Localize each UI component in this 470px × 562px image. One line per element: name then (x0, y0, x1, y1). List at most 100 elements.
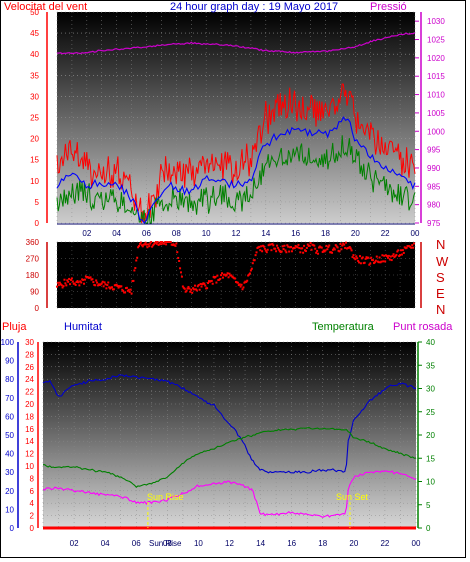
direction-point (265, 251, 268, 254)
direction-point (377, 261, 380, 264)
pressure-y-tick-label: 985 (427, 182, 441, 191)
rain-y-tick-label: 18 (25, 412, 34, 421)
direction-point (383, 254, 386, 257)
direction-point (284, 249, 287, 252)
wind-x-tick-label: 12 (232, 229, 241, 238)
direction-point (127, 288, 130, 291)
pressure-y-tick-label: 1020 (427, 54, 445, 63)
direction-point (335, 245, 338, 248)
humidity-y-tick-label: 30 (5, 468, 14, 477)
direction-point (214, 275, 217, 278)
direction-point (152, 243, 155, 246)
direction-point (361, 256, 364, 259)
rain-y-tick-label: 30 (25, 338, 34, 347)
direction-point (334, 244, 337, 247)
direction-point (243, 281, 246, 284)
direction-point (400, 253, 403, 256)
direction-point (89, 276, 92, 279)
direction-point (393, 256, 396, 259)
direction-point (280, 250, 283, 253)
direction-point (328, 244, 331, 247)
direction-point (133, 269, 136, 272)
direction-point (66, 279, 69, 282)
direction-point (262, 245, 265, 248)
wind-y-tick-label: 45 (30, 29, 39, 38)
direction-point (96, 281, 99, 284)
direction-y-tick-label: 90 (30, 288, 39, 297)
direction-point (124, 291, 127, 294)
direction-point (187, 285, 190, 288)
temperature-y-tick-label: 40 (426, 338, 435, 347)
direction-point (351, 256, 354, 259)
humidity-x-tick-label: 04 (101, 539, 110, 548)
direction-point (374, 259, 377, 262)
direction-point (288, 250, 291, 253)
direction-point (230, 274, 233, 277)
direction-point (276, 244, 279, 247)
direction-point (293, 247, 296, 250)
humidity-y-tick-label: 10 (5, 505, 14, 514)
rain-y-tick-label: 14 (25, 437, 34, 446)
direction-point (321, 250, 324, 253)
direction-point (67, 280, 70, 283)
direction-point (141, 245, 144, 248)
direction-y-tick-label: 0 (35, 304, 40, 313)
direction-point (297, 243, 300, 246)
direction-point (137, 246, 140, 249)
direction-point (122, 289, 125, 292)
humidity-line (42, 373, 417, 474)
direction-point (61, 286, 64, 289)
direction-point (263, 247, 266, 250)
pressure-y-tick-label: 1030 (427, 17, 445, 26)
direction-point (64, 282, 67, 285)
wind-y-tick-label: 40 (30, 50, 39, 59)
direction-point (226, 272, 229, 275)
direction-point (397, 249, 400, 252)
temperature-y-tick-label: 15 (426, 454, 435, 463)
humidity-x-tick-label: 18 (318, 539, 327, 548)
direction-point (354, 258, 357, 261)
pressure-y-tick-label: 1015 (427, 72, 445, 81)
pressure-y-tick-label: 1005 (427, 109, 445, 118)
direction-series (56, 241, 416, 295)
direction-point (164, 241, 167, 243)
direction-point (402, 251, 405, 254)
direction-point (179, 271, 182, 274)
wind-x-tick-label: 10 (202, 229, 211, 238)
direction-point (308, 244, 311, 247)
direction-point (386, 255, 389, 258)
direction-point (349, 247, 352, 250)
direction-point (315, 251, 318, 254)
direction-point (111, 286, 114, 289)
direction-point (227, 276, 230, 279)
direction-point (223, 273, 226, 276)
direction-point (143, 243, 146, 246)
humidity-x-tick-label: 08 (163, 539, 172, 548)
wind-min-line (56, 135, 416, 224)
direction-point (163, 242, 166, 245)
direction-point (369, 262, 372, 265)
direction-point (193, 288, 196, 291)
direction-point (249, 269, 252, 272)
direction-point (355, 255, 358, 258)
direction-point (193, 284, 196, 287)
direction-point (207, 282, 210, 285)
direction-point (94, 284, 97, 287)
direction-point (56, 281, 59, 284)
direction-point (357, 259, 360, 262)
direction-point (158, 243, 161, 246)
direction-point (155, 242, 158, 245)
direction-point (299, 251, 302, 254)
direction-point (269, 243, 272, 246)
direction-point (339, 242, 342, 245)
direction-point (275, 250, 278, 253)
direction-point (129, 288, 132, 291)
rain-y-tick-label: 12 (25, 450, 34, 459)
sunset-label: Sun Set (336, 492, 369, 502)
direction-point (115, 283, 118, 286)
pressure-y-tick-label: 1010 (427, 91, 445, 100)
direction-point (147, 243, 150, 246)
humidity-y-tick-label: 50 (5, 431, 14, 440)
direction-point (248, 273, 251, 276)
